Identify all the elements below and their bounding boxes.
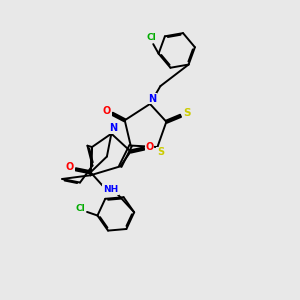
Text: O: O — [145, 142, 154, 152]
Text: O: O — [103, 106, 111, 116]
Text: S: S — [183, 108, 190, 118]
Text: NH: NH — [103, 185, 118, 194]
Text: Cl: Cl — [76, 205, 85, 214]
Text: N: N — [148, 94, 156, 103]
Text: N: N — [109, 123, 117, 133]
Text: Cl: Cl — [147, 33, 157, 42]
Text: O: O — [66, 162, 74, 172]
Text: S: S — [157, 147, 164, 158]
